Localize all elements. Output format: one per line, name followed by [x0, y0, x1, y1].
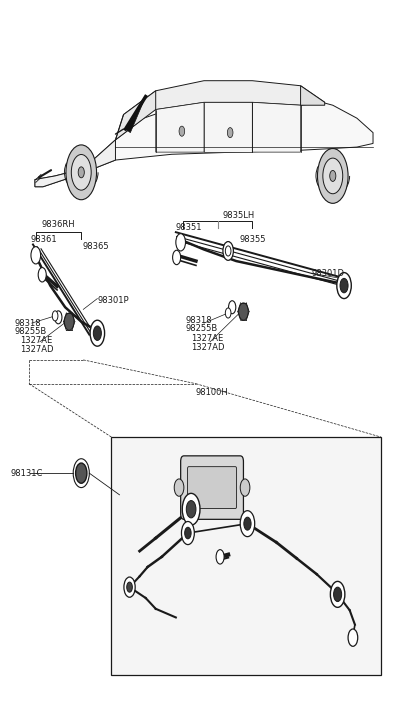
Circle shape: [185, 527, 191, 539]
Circle shape: [216, 550, 224, 564]
Circle shape: [127, 582, 132, 593]
Circle shape: [225, 246, 231, 256]
Text: 98318: 98318: [186, 316, 213, 325]
Text: 1327AD: 1327AD: [20, 345, 53, 353]
Circle shape: [240, 479, 250, 497]
Circle shape: [228, 301, 236, 314]
Polygon shape: [204, 103, 252, 152]
Text: 98355: 98355: [239, 235, 266, 244]
FancyBboxPatch shape: [181, 456, 244, 519]
Circle shape: [225, 308, 231, 318]
Polygon shape: [115, 91, 156, 140]
Polygon shape: [301, 86, 325, 105]
Circle shape: [75, 463, 87, 483]
Circle shape: [174, 479, 184, 497]
Text: 1327AE: 1327AE: [20, 336, 52, 345]
Bar: [111, 437, 381, 675]
Circle shape: [38, 268, 46, 282]
Circle shape: [337, 273, 351, 299]
Circle shape: [78, 166, 84, 178]
Polygon shape: [126, 97, 146, 132]
Circle shape: [64, 313, 74, 330]
Text: 9836RH: 9836RH: [42, 220, 75, 229]
Circle shape: [179, 126, 185, 136]
FancyBboxPatch shape: [188, 467, 237, 508]
Text: 98131C: 98131C: [10, 469, 42, 478]
Circle shape: [124, 577, 135, 598]
Polygon shape: [252, 103, 301, 152]
Text: 9835LH: 9835LH: [222, 211, 254, 220]
Text: 98351: 98351: [175, 223, 202, 233]
Circle shape: [66, 145, 97, 200]
Text: 98301P: 98301P: [98, 295, 129, 305]
Circle shape: [240, 510, 255, 537]
Circle shape: [244, 517, 251, 530]
Text: 98365: 98365: [82, 242, 109, 251]
Text: 98100H: 98100H: [196, 388, 229, 397]
Circle shape: [182, 521, 194, 545]
Circle shape: [186, 501, 196, 518]
Polygon shape: [124, 81, 325, 115]
Text: 98301D: 98301D: [312, 269, 345, 278]
Circle shape: [71, 155, 91, 190]
Circle shape: [340, 278, 348, 293]
Text: 1327AE: 1327AE: [191, 334, 223, 342]
Circle shape: [176, 233, 186, 251]
Circle shape: [90, 320, 104, 346]
Text: 98361: 98361: [30, 235, 57, 244]
Circle shape: [317, 148, 348, 204]
Circle shape: [348, 629, 358, 646]
Circle shape: [323, 158, 343, 193]
Text: 1327AD: 1327AD: [191, 343, 225, 352]
Polygon shape: [156, 103, 204, 152]
Polygon shape: [35, 93, 373, 187]
Circle shape: [227, 127, 233, 137]
Circle shape: [31, 246, 41, 264]
Circle shape: [55, 311, 62, 324]
Circle shape: [182, 494, 200, 525]
Circle shape: [239, 303, 248, 320]
Circle shape: [330, 170, 336, 182]
Circle shape: [330, 582, 345, 607]
Circle shape: [334, 587, 341, 601]
Circle shape: [173, 250, 181, 265]
Circle shape: [223, 241, 233, 260]
Text: 98318: 98318: [14, 318, 41, 328]
Text: 98255B: 98255B: [14, 327, 46, 337]
Text: 98255B: 98255B: [186, 324, 218, 334]
Circle shape: [93, 326, 101, 340]
Circle shape: [52, 311, 58, 321]
Polygon shape: [35, 140, 115, 187]
